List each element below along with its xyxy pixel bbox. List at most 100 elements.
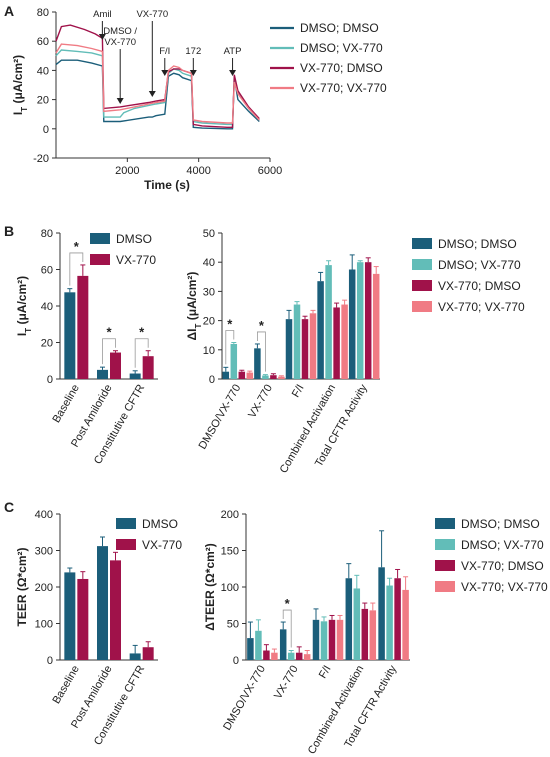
b1-ytick-label-4: 80: [41, 228, 53, 240]
b2-ytick-label-3: 30: [203, 286, 215, 298]
panel-label-c: C: [4, 499, 14, 515]
a-ytick-label-3: 40: [37, 65, 49, 77]
b2-category-label-3: Combined Activation: [278, 383, 339, 476]
b2-bar-3-0: [246, 372, 254, 379]
a-series-line-2: [55, 24, 260, 128]
a-annotation-label2-1: VX-770: [104, 37, 136, 48]
a-ytick-label-0: -20: [33, 153, 49, 165]
b2-category-label-0: DMSO/VX-770: [197, 383, 244, 452]
a-xtick-label-1: 4000: [186, 165, 210, 177]
b2-legend-swatch-2: [412, 280, 432, 291]
c2-bar-2-0: [263, 650, 270, 660]
b1-category-label-0: Baseline: [50, 383, 81, 426]
c2-bar-0-2: [312, 619, 320, 660]
a-series-line-3: [55, 43, 260, 124]
b1-ytick-label-2: 40: [41, 301, 53, 313]
b1-bar-1-2: [142, 356, 154, 379]
b2-bar-3-1: [278, 376, 285, 379]
b2-legend-swatch-3: [412, 301, 432, 312]
c2-bar-1-4: [386, 585, 393, 660]
c1-category-label-0: Baseline: [50, 664, 81, 707]
b2-ytick-label-2: 20: [203, 316, 215, 328]
c2-legend-label-2: VX-770; DMSO: [461, 559, 544, 573]
b1-bar-1-0: [77, 275, 89, 379]
b2-category-label-1: VX-770: [246, 383, 275, 421]
b2-ytick-label-0: 0: [209, 374, 215, 386]
c1-legend-swatch-1: [116, 539, 136, 550]
c1-legend-label-0: DMSO: [142, 517, 178, 531]
b2-bar-1-1: [262, 375, 269, 379]
b2-sig-bracket-1: [257, 331, 266, 372]
b2-bar-3-2: [309, 313, 317, 379]
a-xtick-label-2: 6000: [258, 165, 282, 177]
c2-bar-3-4: [402, 589, 409, 660]
c2-legend-swatch-3: [435, 581, 455, 592]
c2-legend-swatch-2: [435, 560, 455, 571]
c2-ytick-label-4: 200: [221, 509, 239, 521]
a-annotation-arrow-2: [148, 91, 156, 97]
b1-sig-star-1: *: [106, 325, 112, 340]
c2-bar-2-1: [295, 652, 303, 660]
b2-legend-label-0: DMSO; DMSO: [438, 237, 517, 251]
b1-legend-label-1: VX-770: [116, 253, 156, 267]
c1-bar-0-2: [129, 653, 141, 660]
b2-legend-label-3: VX-770; VX-770: [438, 300, 525, 314]
a-ytick-label-2: 20: [37, 95, 49, 107]
c2-bar-3-2: [336, 619, 344, 660]
c2-bar-3-3: [369, 610, 377, 660]
b1-bar-0-2: [129, 373, 141, 379]
b2-bar-1-4: [356, 262, 364, 379]
a-x-title: Time (s): [144, 178, 190, 192]
c2-legend-label-0: DMSO; DMSO: [461, 517, 540, 531]
c2-bar-0-0: [247, 638, 254, 660]
c2-sig-bracket-0: [282, 609, 292, 648]
b2-bar-2-3: [333, 307, 340, 379]
c1-bar-1-1: [110, 560, 121, 660]
a-legend-label-2: VX-770; DMSO: [300, 61, 383, 75]
b1-y-title: IT (μA/cm²): [15, 276, 33, 336]
a-ytick-label-4: 60: [37, 36, 49, 48]
b2-sig-star-0: *: [227, 317, 233, 332]
c2-bar-1-3: [353, 588, 361, 660]
a-legend-label-0: DMSO; DMSO: [300, 21, 379, 35]
b2-bar-3-3: [341, 304, 348, 379]
c2-bar-2-3: [361, 608, 369, 660]
a-annotation-arrow-3: [161, 70, 169, 76]
c2-y-title: ΔTEER (Ω*cm²): [203, 543, 217, 631]
a-series-line-1: [55, 49, 260, 126]
c2-legend-label-3: VX-770; VX-770: [461, 580, 548, 594]
c2-category-label-0: DMSO/VX-770: [221, 664, 268, 733]
a-annotation-label-3: F/I: [159, 46, 170, 57]
a-annotation-label-4: 172: [185, 46, 201, 57]
c2-category-label-2: F/I: [317, 664, 334, 681]
b1-bar-0-0: [64, 292, 76, 379]
b2-bar-1-3: [325, 265, 332, 379]
a-legend-label-3: VX-770; VX-770: [300, 81, 387, 95]
b1-ytick-label-3: 60: [41, 265, 53, 277]
b2-ytick-label-5: 50: [203, 228, 215, 240]
c2-bar-1-1: [287, 652, 295, 660]
c1-bar-1-0: [77, 578, 89, 660]
a-ytick-label-1: 0: [43, 124, 49, 136]
b2-bar-1-0: [230, 343, 238, 379]
b2-bar-3-4: [372, 273, 380, 379]
c2-category-label-3: Combined Activation: [306, 664, 367, 757]
b2-bar-0-1: [254, 348, 261, 379]
b2-legend-label-1: DMSO; VX-770: [438, 258, 521, 272]
panel-label-b: B: [4, 223, 14, 239]
a-annotation-label-1: DMSO /: [103, 26, 137, 37]
a-annotation-arrow-5: [229, 70, 237, 76]
c2-legend-label-1: DMSO; VX-770: [461, 538, 544, 552]
b2-category-label-2: F/I: [290, 383, 307, 400]
c1-ytick-label-1: 100: [35, 619, 53, 631]
c2-bar-2-2: [328, 619, 336, 660]
b1-bar-0-1: [97, 369, 108, 379]
c1-ytick-label-3: 300: [35, 546, 53, 558]
a-xtick-label-0: 2000: [115, 165, 139, 177]
b1-ytick-label-1: 20: [41, 338, 53, 350]
b1-sig-bracket-1: [102, 338, 116, 365]
c2-bar-3-1: [303, 654, 311, 660]
c2-bar-3-0: [271, 652, 278, 660]
